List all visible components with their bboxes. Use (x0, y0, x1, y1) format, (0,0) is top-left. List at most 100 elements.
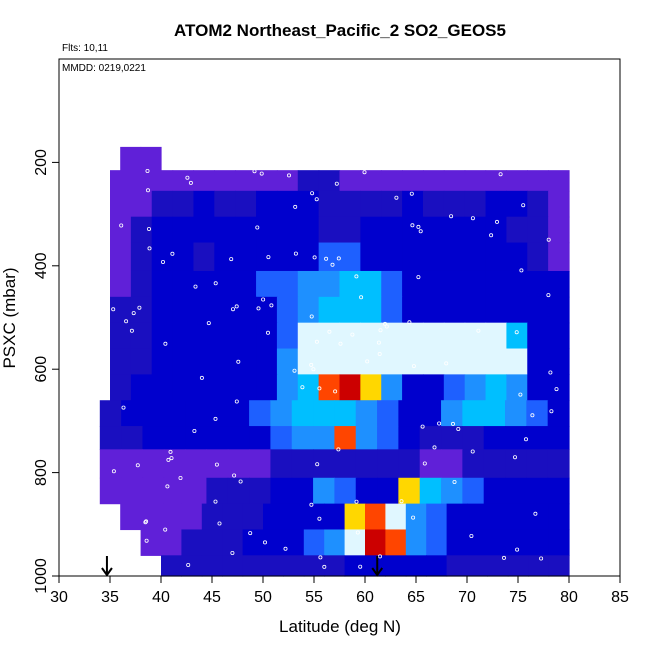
heatmap-cell (214, 270, 236, 298)
heatmap-cell (526, 449, 549, 479)
heatmap-cell (235, 270, 257, 298)
heatmap-cell (505, 449, 527, 479)
heatmap-cell (270, 449, 293, 479)
heatmap-cell (548, 348, 570, 375)
heatmap-cell (99, 449, 122, 479)
heatmap-cell (161, 555, 182, 577)
heatmap-cell (120, 146, 142, 171)
heatmap-cell (487, 529, 509, 556)
heatmap-cell (528, 529, 550, 556)
heatmap-cell (242, 529, 264, 556)
data-point (124, 319, 129, 324)
heatmap-cell (318, 270, 341, 298)
heatmap-cell (360, 242, 382, 272)
heatmap-cell (256, 322, 278, 350)
heatmap-cell (313, 400, 335, 427)
heatmap-cell (381, 190, 403, 218)
data-point (163, 527, 168, 532)
data-point (248, 531, 253, 536)
heatmap-cell (130, 170, 153, 192)
heatmap-cell (130, 270, 153, 298)
data-point (469, 534, 474, 539)
heatmap-cell (297, 170, 320, 192)
heatmap-cell (161, 503, 182, 531)
heatmap-cell (443, 190, 466, 218)
data-point (312, 255, 317, 260)
data-point (515, 547, 520, 552)
heatmap-cell (227, 400, 250, 427)
heatmap-cell (344, 503, 366, 531)
data-point (513, 455, 518, 460)
heatmap-cell (381, 242, 403, 272)
heatmap-cell (405, 555, 427, 577)
heatmap-cell (297, 270, 320, 298)
heatmap-cell (140, 529, 162, 556)
y-axis-label: PSXC (mbar) (0, 267, 19, 368)
data-point (444, 361, 449, 366)
heatmap-cell (130, 216, 153, 244)
x-tick-label: 55 (305, 589, 323, 606)
data-point (111, 307, 116, 312)
heatmap-cell (201, 555, 223, 577)
data-point (309, 502, 314, 507)
heatmap-cell (172, 190, 195, 218)
heatmap-cell (227, 477, 250, 505)
data-point (521, 203, 526, 208)
data-point (317, 516, 322, 521)
heatmap-cell (365, 503, 386, 531)
data-point (514, 330, 519, 335)
y-tick-label: 400 (33, 252, 50, 279)
data-point (409, 191, 414, 196)
y-tick-label: 600 (33, 356, 50, 383)
heatmap-cell (381, 348, 403, 375)
heatmap-cell (548, 503, 570, 531)
data-point (145, 168, 150, 173)
heatmap-cell (548, 270, 570, 298)
heatmap-cell (291, 426, 314, 450)
heatmap-cell (297, 296, 320, 324)
data-point (539, 556, 544, 561)
data-point (432, 445, 437, 450)
heatmap-cell (398, 477, 421, 505)
heatmap-cell (130, 322, 153, 350)
heatmap-cell (142, 426, 165, 450)
heatmap-cell (381, 270, 403, 298)
heatmap-cell (426, 555, 448, 577)
heatmap-cell (235, 374, 257, 401)
chart-title: ATOM2 Northeast_Pacific_2 SO2_GEOS5 (174, 21, 506, 40)
heatmap-cell (464, 374, 487, 401)
heatmap-cell (334, 449, 357, 479)
heatmap-cell (506, 348, 528, 375)
heatmap-cell (110, 296, 132, 324)
heatmap-cell (464, 170, 487, 192)
heatmap-cell (318, 322, 341, 350)
heatmap-cell (110, 270, 132, 298)
data-point (449, 214, 454, 219)
heatmap-cell (548, 170, 570, 192)
heatmap-cell (443, 348, 466, 375)
data-point (111, 469, 116, 474)
data-point (168, 449, 173, 454)
heatmap-cell (527, 374, 549, 401)
heatmap-cell (172, 242, 195, 272)
heatmap-cell (214, 348, 236, 375)
heatmap-cell (120, 503, 142, 531)
heatmap-cell (339, 170, 361, 192)
heatmap-cell (235, 190, 257, 218)
heatmap-cell (110, 242, 132, 272)
heatmap-cell (142, 400, 165, 427)
heatmap-cell (151, 322, 174, 350)
heatmap-cell (360, 216, 382, 244)
heatmap-cell (206, 400, 229, 427)
heatmap-cell (151, 374, 174, 401)
data-point (252, 169, 257, 174)
heatmap-cell (256, 296, 278, 324)
flights-annotation: Flts: 10,11 (62, 43, 108, 54)
heatmap-cell (360, 374, 382, 401)
data-point (501, 555, 506, 560)
heatmap-cell (256, 374, 278, 401)
data-point (546, 237, 551, 242)
heatmap-cell (283, 529, 305, 556)
heatmap-cell (324, 555, 346, 577)
heatmap-cell (485, 170, 508, 192)
